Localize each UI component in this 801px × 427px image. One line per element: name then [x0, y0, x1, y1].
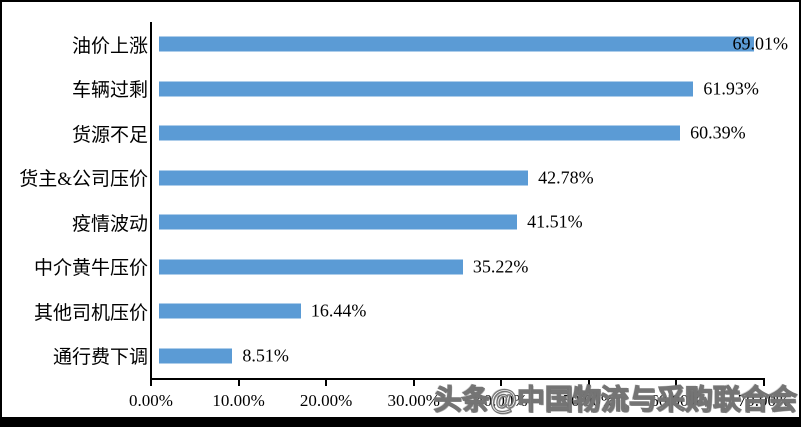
frame-left-border: [0, 0, 2, 427]
category-label: 中介黄牛压价: [33, 258, 148, 280]
x-tick-label: 30.00%: [387, 391, 440, 410]
bar-row: 车辆过剩 61.93%: [2, 67, 763, 112]
bar-track: 8.51%: [159, 334, 763, 379]
category-label: 货主&公司压价: [19, 169, 148, 191]
category-label: 车辆过剩: [71, 80, 148, 102]
value-label: 8.51%: [242, 345, 289, 366]
frame-right-border: [799, 0, 801, 427]
category-label: 货源不足: [71, 124, 148, 146]
frame-bottom-border: [0, 417, 801, 427]
bar: [159, 36, 755, 52]
x-tick-label: 0.00%: [129, 391, 173, 410]
x-tick-label: 60.00%: [650, 391, 703, 410]
bar: [159, 125, 681, 141]
x-axis: 0.00% 10.00% 20.00% 30.00% 40.00% 50.00% 60.00…: [129, 378, 790, 418]
bar: [159, 214, 518, 230]
value-label: 69.01%: [732, 33, 788, 54]
bar-row: 货主&公司压价 42.78%: [2, 156, 763, 201]
bar-track: 16.44%: [159, 289, 763, 334]
bar: [159, 303, 301, 319]
value-label: 16.44%: [310, 300, 367, 321]
value-label: 42.78%: [538, 167, 594, 188]
y-axis-line: [150, 22, 152, 380]
bar: [159, 81, 694, 97]
value-label: 61.93%: [703, 78, 759, 99]
bar: [159, 348, 233, 364]
bar-rows: 油价上涨 69.01% 车辆过剩 61.93% 货源不足 60.39% 货主&公司压价 42.…: [2, 22, 788, 379]
bar-row: 油价上涨 69.01%: [2, 22, 788, 67]
x-tick-mark: [763, 380, 765, 386]
x-tick-label: 70.00%: [737, 391, 791, 410]
value-label: 60.39%: [690, 122, 746, 143]
bar-row: 通行费下调 8.51%: [2, 334, 763, 379]
x-tick-mark: [325, 380, 328, 386]
watermark: 头条@中国物流与采购联合会: [433, 384, 798, 415]
x-axis-line: [150, 378, 765, 380]
x-tick-mark: [412, 380, 415, 386]
bar-track: 35.22%: [159, 245, 763, 290]
bar-track: 69.01%: [159, 22, 788, 67]
bar-row: 中介黄牛压价 35.22%: [2, 245, 763, 290]
category-label: 其他司机压价: [33, 302, 148, 324]
bar-row: 疫情波动 41.51%: [2, 200, 763, 245]
x-tick-label: 10.00%: [212, 391, 265, 410]
bar: [159, 170, 529, 186]
x-tick-label: 40.00%: [475, 391, 528, 410]
x-tick-mark: [500, 380, 503, 386]
x-tick-mark: [237, 380, 240, 386]
category-label: 疫情波动: [71, 213, 148, 235]
x-tick-mark: [675, 380, 678, 386]
category-label: 油价上涨: [71, 35, 148, 57]
bar-track: 61.93%: [159, 67, 763, 112]
category-label: 通行费下调: [52, 347, 148, 369]
bar-track: 41.51%: [159, 200, 763, 245]
bar-row: 货源不足 60.39%: [2, 111, 763, 156]
bar-track: 42.78%: [159, 156, 763, 201]
value-label: 35.22%: [472, 256, 529, 277]
frame-top-border: [0, 0, 801, 2]
value-label: 41.51%: [527, 211, 583, 232]
bar: [159, 259, 463, 275]
x-tick-label: 20.00%: [299, 391, 353, 410]
x-tick-mark: [150, 380, 152, 386]
bar-row: 其他司机压价 16.44%: [2, 289, 763, 334]
x-tick-mark: [587, 380, 590, 386]
bar-track: 60.39%: [159, 111, 763, 156]
x-tick-label: 50.00%: [562, 391, 616, 410]
